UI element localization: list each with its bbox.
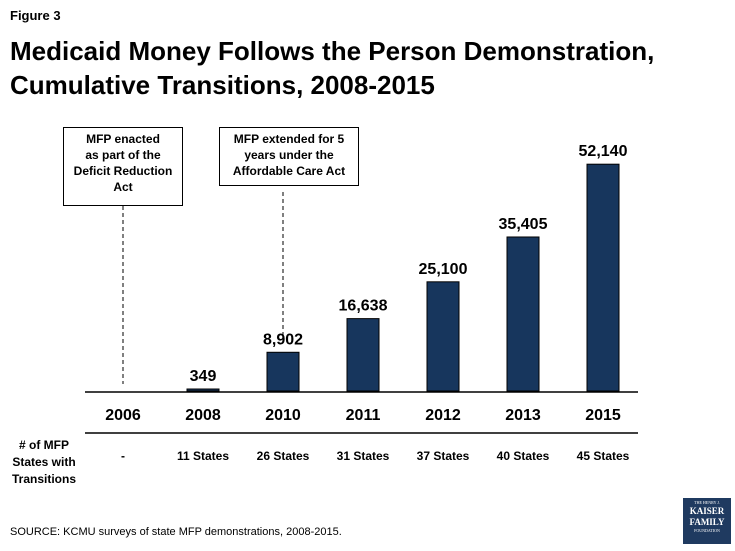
annotation-aca-line: MFP extended for 5	[233, 132, 345, 146]
annotation-dra: MFP enacted as part of the Deficit Reduc…	[63, 127, 183, 206]
source-note: SOURCE: KCMU surveys of state MFP demons…	[10, 526, 342, 538]
logo-small-top: THE HENRY J.	[694, 500, 720, 505]
x-tick-label-2012: 2012	[425, 407, 461, 424]
logo-line-kaiser: KAISER	[689, 506, 725, 516]
annotation-aca-line: Affordable Care Act	[232, 164, 346, 178]
x-tick-label-2006: 2006	[105, 407, 141, 424]
title-line-2: Cumulative Transitions, 2008-2015	[10, 70, 435, 100]
data-label-2012: 25,100	[419, 261, 468, 278]
x-tick-label-2010: 2010	[265, 407, 301, 424]
bar-2010	[266, 351, 300, 392]
states-row-label-line: Transitions	[11, 472, 76, 486]
annotation-dra-line: Act	[113, 180, 133, 194]
states-row-label: # of MFP States with Transitions	[4, 437, 84, 488]
annotation-aca-line: years under the	[244, 148, 334, 162]
data-label-2015: 52,140	[579, 143, 628, 160]
states-count-2011: 31 States	[337, 449, 390, 463]
title-line-1: Medicaid Money Follows the Person Demons…	[10, 36, 655, 66]
data-label-2011: 16,638	[339, 298, 388, 315]
annotation-dra-line: as part of the	[85, 148, 161, 162]
figure-label: Figure 3	[10, 8, 61, 23]
states-count-2012: 37 States	[417, 449, 470, 463]
bar-2015	[586, 163, 620, 392]
data-label-2008: 349	[190, 368, 217, 385]
x-tick-label-2011: 2011	[346, 407, 381, 424]
bar-2008	[186, 388, 220, 392]
annotation-dra-line: MFP enacted	[86, 132, 160, 146]
states-count-2013: 40 States	[497, 449, 550, 463]
bar-2012	[426, 281, 460, 392]
states-count-2006: -	[121, 449, 125, 463]
states-row-label-line: # of MFP	[19, 438, 69, 452]
bar-2013	[506, 236, 540, 392]
data-label-2013: 35,405	[499, 216, 548, 233]
annotation-aca: MFP extended for 5 years under the Affor…	[219, 127, 359, 186]
bar-2011	[346, 318, 380, 392]
annotation-dra-line: Deficit Reduction	[73, 164, 173, 178]
x-tick-label-2013: 2013	[505, 407, 541, 424]
states-count-2010: 26 States	[257, 449, 310, 463]
kff-logo: THE HENRY J. KAISER FAMILY FOUNDATION	[683, 498, 731, 544]
x-tick-label-2008: 2008	[185, 407, 221, 424]
data-label-2010: 8,902	[263, 331, 303, 348]
logo-small-bottom: FOUNDATION	[694, 528, 720, 533]
logo-line-family: FAMILY	[689, 517, 725, 527]
page-title: Medicaid Money Follows the Person Demons…	[10, 34, 720, 102]
states-count-2008: 11 States	[177, 449, 229, 463]
states-count-2015: 45 States	[577, 449, 630, 463]
x-tick-label-2015: 2015	[585, 407, 621, 424]
states-row-label-line: States with	[12, 455, 76, 469]
